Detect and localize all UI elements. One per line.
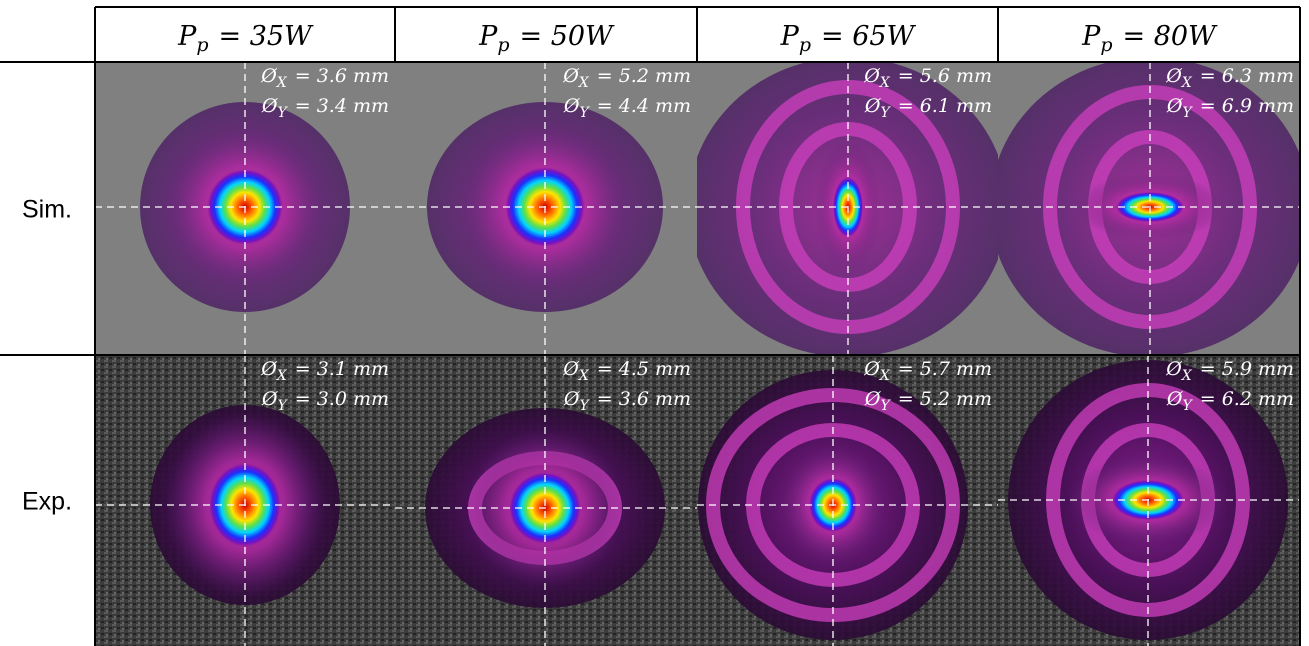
value: = 3.4 mm	[295, 95, 389, 117]
value: = 6.1 mm	[898, 95, 992, 117]
symbol: Ø	[1166, 95, 1183, 117]
symbol: Ø	[864, 388, 881, 410]
value: = 50W	[520, 21, 616, 52]
row-label: Sim.	[22, 196, 72, 224]
symbol: P	[478, 21, 498, 52]
value: = 3.6 mm	[295, 65, 389, 87]
subscript: p	[1100, 34, 1112, 56]
column-header: Pp = 65W	[780, 21, 917, 56]
table-borders	[0, 6, 1301, 646]
value: = 5.9 mm	[1200, 358, 1294, 380]
symbol: P	[780, 21, 800, 52]
subscript: Y	[278, 105, 289, 121]
diameter-label: ØX = 5.7 mm	[863, 358, 992, 384]
column-header: Pp = 35W	[177, 21, 314, 56]
value: = 5.2 mm	[898, 388, 992, 410]
diameter-label: ØY = 6.1 mm	[864, 95, 992, 121]
diameter-label: ØX = 6.3 mm	[1165, 65, 1294, 91]
value: = 6.2 mm	[1200, 388, 1294, 410]
subscript: X	[578, 75, 590, 91]
subscript: Y	[580, 398, 591, 414]
subscript: Y	[278, 398, 289, 414]
subscript: X	[276, 75, 288, 91]
symbol: Ø	[863, 65, 880, 87]
subscript: p	[196, 34, 208, 56]
subscript: Y	[580, 105, 591, 121]
symbol: Ø	[260, 65, 277, 87]
symbol: Ø	[863, 358, 880, 380]
value: = 5.6 mm	[898, 65, 992, 87]
symbol: Ø	[261, 388, 278, 410]
symbol: P	[177, 21, 197, 52]
symbol: Ø	[1165, 65, 1182, 87]
symbol: Ø	[563, 95, 580, 117]
value: = 4.5 mm	[597, 358, 691, 380]
diameter-label: ØY = 6.9 mm	[1166, 95, 1294, 121]
symbol: Ø	[261, 95, 278, 117]
value: = 5.7 mm	[898, 358, 992, 380]
value: = 80W	[1123, 21, 1219, 52]
row-label: Exp.	[22, 488, 72, 516]
value: = 5.2 mm	[597, 65, 691, 87]
diameter-label: ØX = 3.1 mm	[260, 358, 389, 384]
symbol: Ø	[1165, 358, 1182, 380]
symbol: P	[1081, 21, 1101, 52]
value: = 65W	[821, 21, 917, 52]
symbol: Ø	[260, 358, 277, 380]
subscript: Y	[1183, 105, 1194, 121]
subscript: Y	[881, 398, 892, 414]
subscript: X	[1181, 75, 1193, 91]
subscript: X	[879, 368, 891, 384]
subscript: X	[1181, 368, 1193, 384]
diameter-label: ØX = 5.9 mm	[1165, 358, 1294, 384]
value: = 4.4 mm	[597, 95, 691, 117]
diameter-label: ØX = 3.6 mm	[260, 65, 389, 91]
value: = 3.0 mm	[295, 388, 389, 410]
diameter-label: ØY = 4.4 mm	[563, 95, 691, 121]
symbol: Ø	[864, 95, 881, 117]
value: = 3.6 mm	[597, 388, 691, 410]
symbol: Ø	[563, 388, 580, 410]
value: = 3.1 mm	[295, 358, 389, 380]
subscript: Y	[1183, 398, 1194, 414]
diameter-label: ØX = 5.2 mm	[562, 65, 691, 91]
column-header: Pp = 50W	[478, 21, 615, 56]
diameter-label: ØY = 5.2 mm	[864, 388, 992, 414]
diameter-label: ØX = 5.6 mm	[863, 65, 992, 91]
subscript: X	[879, 75, 891, 91]
value: = 35W	[219, 21, 315, 52]
subscript: p	[799, 34, 811, 56]
diameter-label: ØY = 6.2 mm	[1166, 388, 1294, 414]
subscript: X	[578, 368, 590, 384]
subscript: X	[276, 368, 288, 384]
symbol: Ø	[1166, 388, 1183, 410]
symbol: Ø	[562, 358, 579, 380]
diameter-label: ØY = 3.0 mm	[261, 388, 389, 414]
value: = 6.3 mm	[1200, 65, 1294, 87]
symbol: Ø	[562, 65, 579, 87]
subscript: Y	[881, 105, 892, 121]
column-header: Pp = 80W	[1081, 21, 1218, 56]
diameter-label: ØY = 3.6 mm	[563, 388, 691, 414]
diameter-label: ØY = 3.4 mm	[261, 95, 389, 121]
value: = 6.9 mm	[1200, 95, 1294, 117]
diameter-label: ØX = 4.5 mm	[562, 358, 691, 384]
subscript: p	[497, 34, 509, 56]
